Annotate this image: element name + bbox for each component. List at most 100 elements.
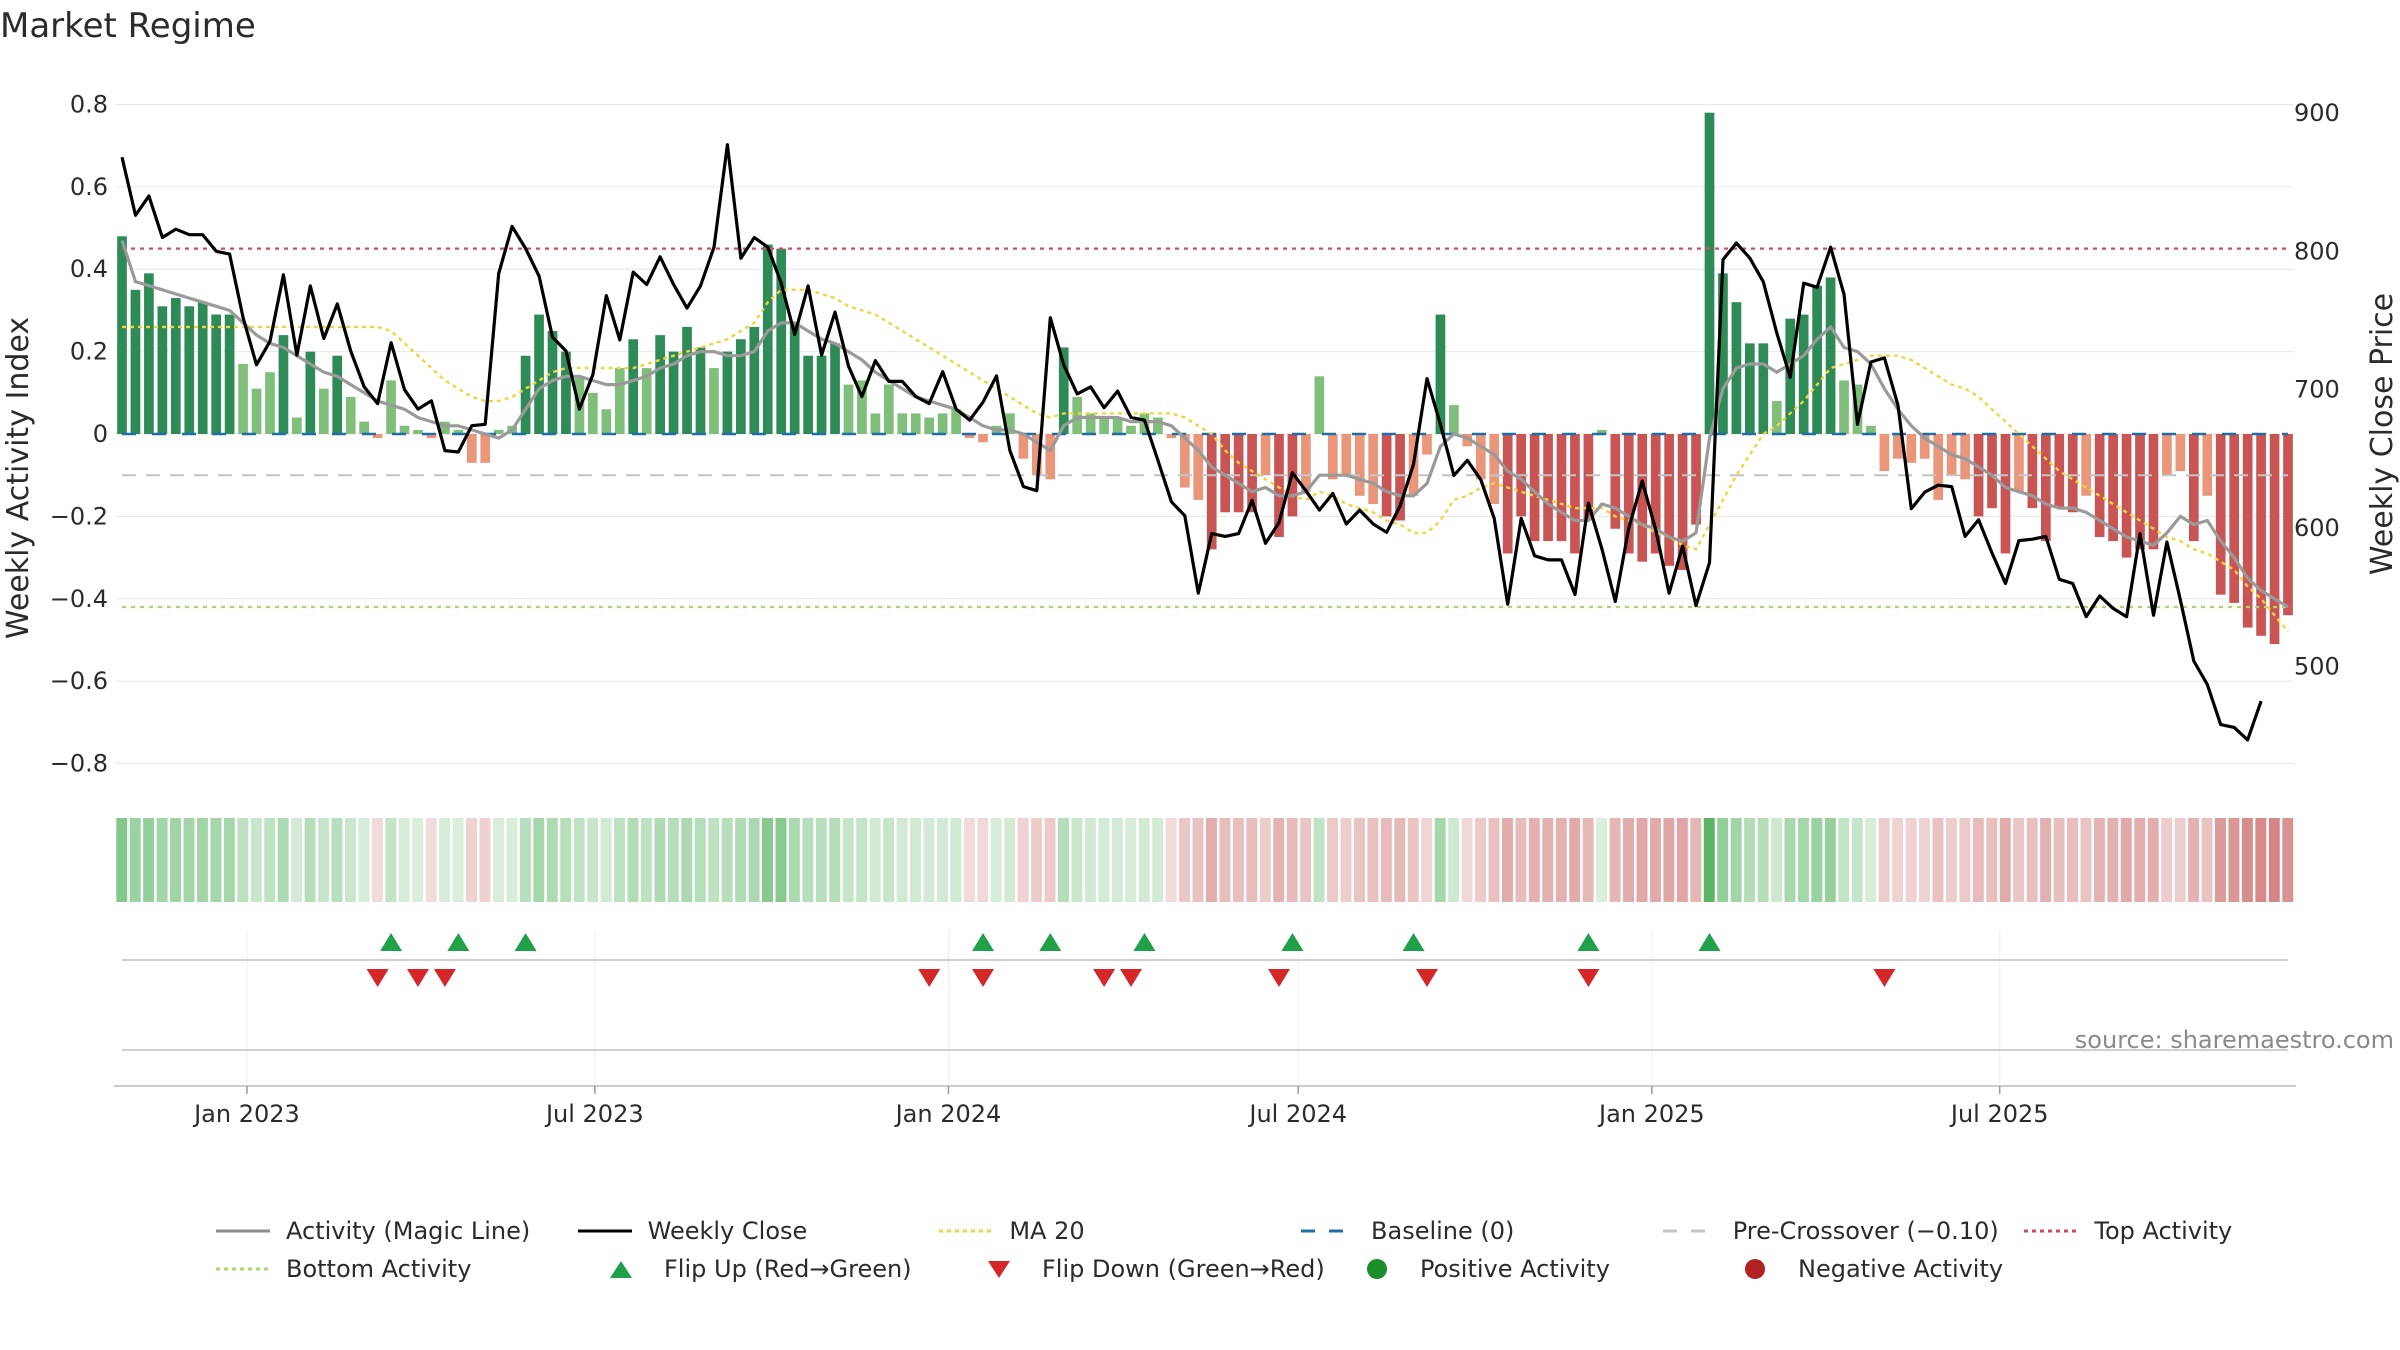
legend-item: Pre-Crossover (−0.10) [1661,1217,2023,1245]
regime-cell [1999,818,2011,902]
activity-bar [1610,434,1621,529]
left-tick-label: 0 [93,420,108,448]
legend-item: Flip Down (Green→Red) [970,1255,1348,1283]
right-tick-label: 700 [2294,376,2340,404]
activity-bar [278,335,289,434]
activity-bar [1166,434,1177,439]
activity-bar [1704,112,1715,434]
activity-bar [1489,434,1500,505]
legend-row: Activity (Magic Line) Weekly Close MA 20 Ba… [214,1212,2384,1250]
activity-bar [2175,434,2186,472]
regime-cell [1501,818,1513,902]
flip-up-marker [380,933,403,951]
market-regime-chart: 0.8 0.6 0.4 0.2 0 −0.2 −0.4 −0.6 −0.8 900 800 700 6… [1,90,2400,1128]
regime-cell [425,818,437,902]
activity-bar [695,347,706,434]
regime-cell [977,818,989,902]
regime-strip [116,818,2294,902]
activity-bar [803,355,813,434]
activity-bar [884,384,894,434]
regime-cell [1327,818,1339,902]
regime-cell [627,818,639,902]
activity-bar [978,434,988,443]
flip-up-marker [447,933,470,951]
activity-bar [1099,417,1109,434]
regime-cell [546,818,558,902]
regime-cell [1071,818,1083,902]
activity-bar [130,289,141,434]
activity-bar [1179,434,1190,488]
regime-cell [466,818,478,902]
legend-item: Bottom Activity [214,1255,592,1283]
activity-bar [776,248,787,434]
regime-cell [1945,818,1957,902]
activity-bar [843,384,854,434]
source-credit: source: sharemaestro.com [2075,1026,2394,1054]
activity-bar [2269,434,2280,645]
activity-bar [2000,434,2011,554]
regime-cell [1676,818,1688,902]
activity-bar [359,421,370,434]
activity-bar [1745,343,1755,434]
line-dotted-icon [939,1229,994,1233]
regime-cell [1838,818,1850,902]
regime-cell [1703,818,1715,902]
regime-cell [708,818,720,902]
activity-bar [2162,434,2172,476]
activity-bar [1085,413,1096,434]
regime-cell [2120,818,2132,902]
activity-bar [2202,434,2213,496]
ma20-line [122,288,2289,633]
regime-cell [667,818,679,902]
activity-bar [1314,376,1325,434]
activity-bar [345,396,356,434]
regime-cell [2268,818,2280,902]
activity-bar [197,302,208,434]
legend-label: Top Activity [2094,1217,2233,1245]
regime-cell [1636,818,1648,902]
right-tick-label: 600 [2294,514,2340,542]
x-tick-label: Jan 2023 [192,1100,300,1128]
legend-label: Flip Down (Green→Red) [1042,1255,1325,1283]
flip-up-marker [1039,933,1062,951]
regime-cell [1784,818,1796,902]
regime-cell [1932,818,1944,902]
activity-bar [1597,429,1607,434]
left-tick-label: 0.8 [70,90,108,118]
activity-bar [830,343,840,434]
activity-bar [910,413,921,434]
activity-bar [2081,434,2092,496]
chart-title: Market Regime [0,6,256,46]
regime-cell [358,818,370,902]
flip-up-marker [972,933,995,951]
activity-bar [897,413,908,434]
activity-bar [332,355,343,434]
legend-label: Weekly Close [647,1217,808,1245]
activity-bar [2040,434,2051,542]
activity-bar [534,314,544,434]
activity-bar [1502,434,1513,554]
regime-cell [1663,818,1675,902]
activity-bar [1960,434,1970,480]
line-solid-icon [577,1229,632,1233]
legend-item: MA 20 [937,1217,1299,1245]
regime-cell [1972,818,1984,902]
activity-bar [1422,434,1432,455]
activity-bar [170,298,181,434]
activity-bar [1354,434,1365,496]
activity-bar [1543,434,1553,542]
regime-cell [1232,818,1244,902]
regime-cell [1744,818,1756,902]
circle-marker-icon [1367,1259,1387,1279]
activity-bar [1933,434,1944,500]
regime-cell [277,818,289,902]
x-tick-label: Jul 2024 [1247,1100,1347,1128]
regime-cell [116,818,128,902]
left-tick-label: −0.6 [50,667,108,695]
regime-cell [398,818,410,902]
activity-bar [1395,434,1405,521]
regime-cell [896,818,908,902]
regime-cell [1448,818,1460,902]
activity-bar [2067,434,2078,513]
regime-cell [1165,818,1177,902]
